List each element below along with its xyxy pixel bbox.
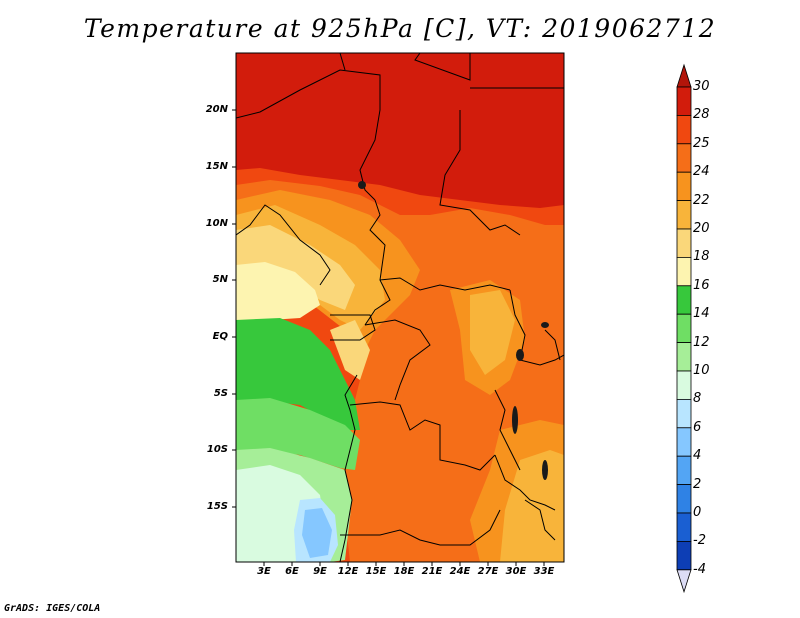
map-frame <box>235 52 565 563</box>
colorbar-label: 6 <box>693 419 702 435</box>
field-14 <box>236 398 360 470</box>
colorbar-segment <box>676 342 692 372</box>
colorbar-segment <box>676 313 692 344</box>
field-16 <box>236 318 360 430</box>
lat-label-20n: 20N <box>205 104 228 115</box>
field-6 <box>302 508 332 558</box>
lon-label-30e: 30E <box>505 566 527 577</box>
field-18 <box>236 262 320 322</box>
colorbar-segment <box>676 256 692 287</box>
field-22-se <box>500 450 564 562</box>
colorbar-segment <box>676 285 692 315</box>
colorbar-segment <box>676 200 692 230</box>
colorbar-label: 8 <box>693 391 702 407</box>
lon-label-12e: 12E <box>337 566 359 577</box>
colorbar-segment <box>676 427 692 457</box>
colorbar-label: -2 <box>693 533 706 549</box>
colorbar-label: 10 <box>693 363 710 378</box>
colorbar-label: 22 <box>693 192 710 208</box>
lat-label-5n: 5N <box>212 274 228 285</box>
colorbar-label: 24 <box>693 164 710 180</box>
colorbar-segment <box>676 541 692 571</box>
lakes <box>358 181 549 480</box>
colorbar-label: -4 <box>693 561 706 577</box>
lat-label-eq: EQ <box>212 331 228 342</box>
colorbar-label: 28 <box>693 107 710 123</box>
colorbar-segment <box>676 228 692 258</box>
field-20 <box>236 225 355 310</box>
colorbar-label: 0 <box>693 505 702 520</box>
colorbar-label: 16 <box>693 277 710 293</box>
colorbar-top-arrow <box>676 63 692 88</box>
lon-label-33e: 33E <box>533 566 555 577</box>
colorbar-label: 25 <box>693 135 710 151</box>
lon-label-24e: 24E <box>449 566 471 577</box>
colorbar-label: 2 <box>693 476 702 492</box>
lon-label-18e: 18E <box>393 566 415 577</box>
credit-text: GrADS: IGES/COLA <box>4 603 101 614</box>
colorbar-label: 12 <box>693 334 710 350</box>
colorbar-bottom-arrow <box>676 569 692 594</box>
colorbar-label: 18 <box>693 249 710 265</box>
lat-label-15s: 15S <box>206 501 228 512</box>
lon-label-27e: 27E <box>477 566 499 577</box>
lon-label-6e: 6E <box>285 566 299 577</box>
lon-label-21e: 21E <box>421 566 443 577</box>
colorbar <box>676 63 692 594</box>
colorbar-segment <box>676 370 692 400</box>
colorbar-segment <box>676 86 692 116</box>
lat-label-10n: 10N <box>205 218 228 229</box>
colorbar-label: 4 <box>693 448 702 464</box>
map-title: Temperature at 925hPa [C], VT: 201906271… <box>83 14 717 43</box>
colorbar-label: 14 <box>693 306 710 322</box>
colorbar-segment <box>676 115 692 145</box>
colorbar-segment <box>676 512 692 542</box>
field-20-coast <box>330 320 370 380</box>
lat-label-5s: 5S <box>213 388 228 399</box>
colorbar-segment <box>676 484 692 514</box>
colorbar-segment <box>676 455 692 486</box>
colorbar-label: 20 <box>693 221 710 236</box>
temperature-field <box>236 53 564 562</box>
colorbar-segment <box>676 143 692 173</box>
lon-ticks <box>263 562 545 566</box>
colorbar-segment <box>676 398 692 429</box>
lat-label-15n: 15N <box>205 161 228 172</box>
lon-label-9e: 9E <box>313 566 327 577</box>
colorbar-label: 30 <box>693 79 710 94</box>
colorbar-segment <box>676 171 692 201</box>
lat-ticks <box>232 109 236 508</box>
lon-label-3e: 3E <box>257 566 271 577</box>
field-22-east <box>470 290 515 375</box>
lat-label-10s: 10S <box>206 444 228 455</box>
lon-label-15e: 15E <box>365 566 387 577</box>
